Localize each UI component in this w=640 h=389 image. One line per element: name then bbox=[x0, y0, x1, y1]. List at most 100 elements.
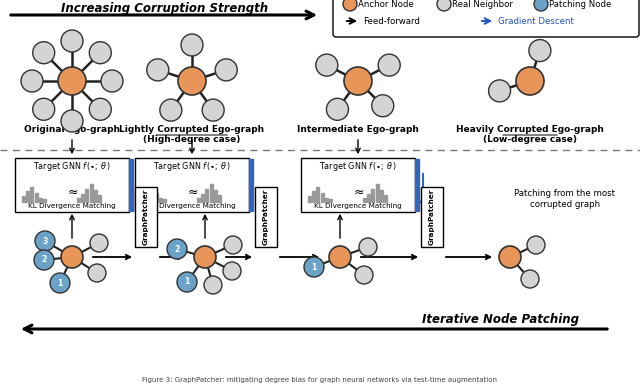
Bar bbox=[367, 194, 370, 202]
Text: Intermediate Ego-graph: Intermediate Ego-graph bbox=[297, 125, 419, 134]
Bar bbox=[210, 184, 212, 202]
Circle shape bbox=[344, 67, 372, 95]
Text: Real Neighbor: Real Neighbor bbox=[452, 0, 513, 9]
FancyBboxPatch shape bbox=[135, 187, 157, 247]
Bar bbox=[39, 198, 42, 202]
Text: $\approx$: $\approx$ bbox=[185, 184, 199, 198]
Bar bbox=[146, 191, 149, 202]
Bar bbox=[218, 195, 221, 202]
Bar bbox=[142, 196, 145, 202]
Circle shape bbox=[499, 246, 521, 268]
Circle shape bbox=[316, 54, 338, 76]
Text: KL Divergence Matching: KL Divergence Matching bbox=[28, 203, 116, 209]
Bar bbox=[249, 159, 253, 211]
Bar bbox=[376, 184, 379, 202]
Circle shape bbox=[527, 236, 545, 254]
Bar bbox=[22, 196, 25, 202]
Bar bbox=[321, 193, 324, 202]
Circle shape bbox=[488, 80, 511, 102]
Circle shape bbox=[326, 98, 348, 120]
Circle shape bbox=[90, 98, 111, 120]
FancyBboxPatch shape bbox=[301, 158, 415, 212]
Text: Lightly Corrupted Ego-graph: Lightly Corrupted Ego-graph bbox=[120, 125, 264, 134]
Text: Target GNN $f\,(\bullet;\,\theta\,)$: Target GNN $f\,(\bullet;\,\theta\,)$ bbox=[319, 159, 397, 172]
Circle shape bbox=[35, 231, 55, 251]
Circle shape bbox=[181, 34, 203, 56]
Bar bbox=[308, 196, 311, 202]
Bar bbox=[35, 193, 38, 202]
Text: Target GNN $f\,(\bullet;\,\theta\,)$: Target GNN $f\,(\bullet;\,\theta\,)$ bbox=[33, 159, 111, 172]
Text: Iterative Node Patching: Iterative Node Patching bbox=[422, 312, 579, 326]
Bar bbox=[363, 198, 366, 202]
Bar bbox=[31, 187, 33, 202]
Bar bbox=[312, 191, 315, 202]
Text: Increasing Corruption Strength: Increasing Corruption Strength bbox=[61, 2, 269, 14]
FancyBboxPatch shape bbox=[255, 187, 277, 247]
Circle shape bbox=[355, 266, 373, 284]
Circle shape bbox=[194, 246, 216, 268]
Circle shape bbox=[516, 67, 544, 95]
Circle shape bbox=[534, 0, 548, 11]
FancyBboxPatch shape bbox=[135, 158, 249, 212]
Text: KL Divergence Matching: KL Divergence Matching bbox=[314, 203, 402, 209]
Text: 1: 1 bbox=[58, 279, 63, 287]
Circle shape bbox=[204, 276, 222, 294]
Circle shape bbox=[378, 54, 400, 76]
Text: Original Ego-graph: Original Ego-graph bbox=[24, 125, 120, 134]
Text: KL Divergence Matching: KL Divergence Matching bbox=[148, 203, 236, 209]
Text: Anchor Node: Anchor Node bbox=[358, 0, 413, 9]
Bar bbox=[159, 198, 162, 202]
Bar bbox=[325, 198, 328, 202]
Bar bbox=[150, 187, 154, 202]
Text: Patching from the most
corrupted graph: Patching from the most corrupted graph bbox=[515, 189, 616, 209]
Circle shape bbox=[215, 59, 237, 81]
Bar bbox=[90, 184, 93, 202]
Bar bbox=[77, 198, 80, 202]
Circle shape bbox=[50, 273, 70, 293]
Circle shape bbox=[372, 95, 394, 117]
Bar bbox=[129, 159, 133, 211]
Circle shape bbox=[329, 246, 351, 268]
Circle shape bbox=[160, 99, 182, 121]
Bar bbox=[316, 187, 319, 202]
Circle shape bbox=[437, 0, 451, 11]
Bar bbox=[197, 198, 200, 202]
Bar bbox=[380, 190, 383, 202]
Circle shape bbox=[21, 70, 43, 92]
Circle shape bbox=[202, 99, 224, 121]
Text: 1: 1 bbox=[184, 277, 189, 287]
Bar bbox=[384, 195, 387, 202]
Text: Figure 3: GraphPatcher: mitigating degree bias for graph neural networks via tes: Figure 3: GraphPatcher: mitigating degre… bbox=[143, 377, 497, 383]
Text: $\approx$: $\approx$ bbox=[351, 184, 365, 198]
Circle shape bbox=[224, 236, 242, 254]
Circle shape bbox=[61, 30, 83, 52]
Text: GraphPatcher: GraphPatcher bbox=[143, 189, 149, 245]
Circle shape bbox=[33, 98, 54, 120]
Text: Target GNN $f\,(\bullet;\,\theta\,)$: Target GNN $f\,(\bullet;\,\theta\,)$ bbox=[153, 159, 231, 172]
Circle shape bbox=[343, 0, 357, 11]
Bar bbox=[85, 189, 88, 202]
FancyBboxPatch shape bbox=[421, 187, 443, 247]
Bar bbox=[155, 193, 157, 202]
Bar bbox=[205, 189, 209, 202]
Text: Heavily Corrupted Ego-graph: Heavily Corrupted Ego-graph bbox=[456, 125, 604, 134]
Bar bbox=[163, 199, 166, 202]
Circle shape bbox=[304, 257, 324, 277]
Text: Gradient Descent: Gradient Descent bbox=[498, 16, 574, 26]
Circle shape bbox=[167, 239, 187, 259]
Circle shape bbox=[147, 59, 169, 81]
Circle shape bbox=[529, 40, 551, 61]
Circle shape bbox=[101, 70, 123, 92]
Circle shape bbox=[178, 67, 206, 95]
Circle shape bbox=[88, 264, 106, 282]
Text: GraphPatcher: GraphPatcher bbox=[263, 189, 269, 245]
Text: 2: 2 bbox=[174, 245, 180, 254]
Circle shape bbox=[177, 272, 197, 292]
Circle shape bbox=[90, 234, 108, 252]
Circle shape bbox=[61, 246, 83, 268]
Circle shape bbox=[34, 250, 54, 270]
FancyBboxPatch shape bbox=[333, 0, 639, 37]
Circle shape bbox=[359, 238, 377, 256]
Bar bbox=[81, 194, 84, 202]
Text: (High-degree case): (High-degree case) bbox=[143, 135, 241, 144]
